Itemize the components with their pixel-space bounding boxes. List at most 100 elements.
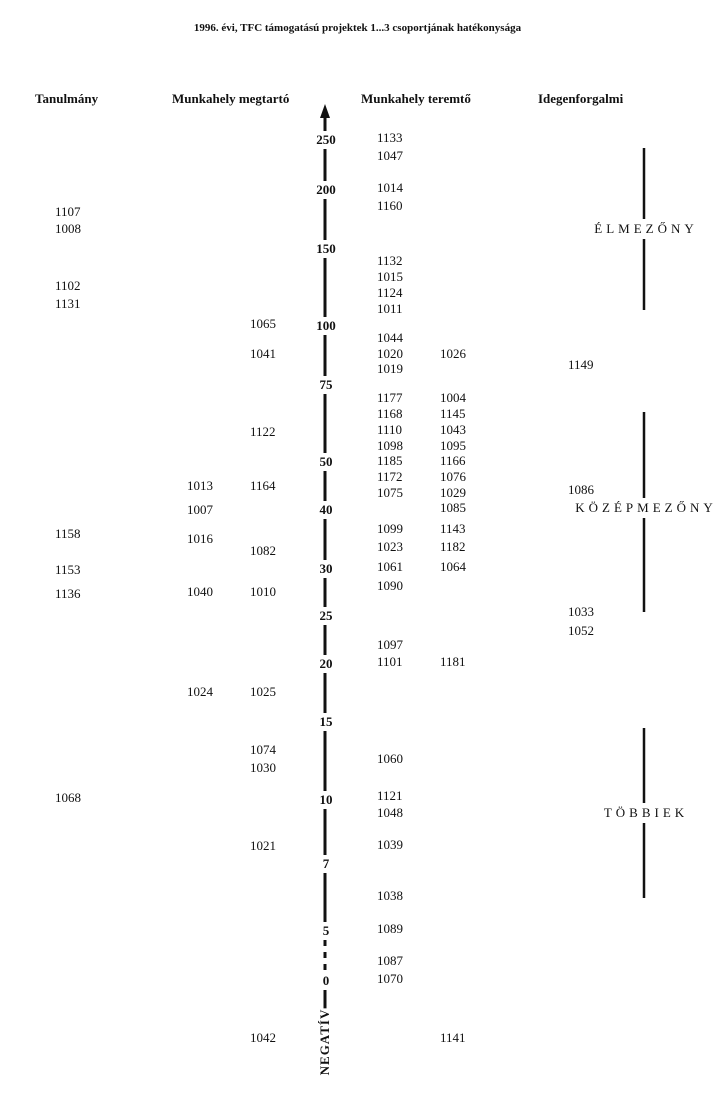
project-id: 1149	[568, 357, 594, 372]
project-id: 1040	[187, 584, 213, 599]
project-id: 1019	[377, 361, 403, 376]
scale-label: 50	[319, 453, 333, 471]
scale-label: 200	[316, 181, 336, 199]
column-heading: Munkahely megtartó	[172, 91, 290, 106]
project-id: 1099	[377, 521, 403, 536]
project-id: 1007	[187, 502, 213, 517]
project-id: 1166	[440, 453, 466, 468]
project-id: 1122	[250, 424, 276, 439]
project-id: 1068	[55, 790, 81, 805]
project-id: 1039	[377, 837, 403, 852]
project-id: 1052	[568, 623, 594, 638]
project-id: 1011	[377, 301, 403, 316]
project-id: 1044	[377, 330, 403, 345]
project-id: 1158	[55, 526, 81, 541]
project-id: 1136	[55, 586, 81, 601]
project-id: 1016	[187, 531, 213, 546]
project-id: 1095	[440, 438, 466, 453]
project-id: 1004	[440, 390, 466, 405]
project-id: 1064	[440, 559, 466, 574]
project-id: 1082	[250, 543, 276, 558]
scale-label: 20	[319, 655, 333, 673]
project-id: 1101	[377, 654, 403, 669]
scale-label: 150	[316, 240, 336, 258]
scale-label: 0	[322, 972, 330, 990]
project-id: 1131	[55, 296, 81, 311]
project-id: 1153	[55, 562, 81, 577]
project-id: 1085	[440, 500, 466, 515]
project-id: 1133	[377, 130, 403, 145]
project-id: 1023	[377, 539, 403, 554]
scale-label: 7	[322, 855, 330, 873]
scale-label: 40	[319, 501, 333, 519]
project-id: 1030	[250, 760, 276, 775]
project-id: 1065	[250, 316, 276, 331]
project-id: 1075	[377, 485, 403, 500]
column-heading: Tanulmány	[35, 91, 99, 106]
scale-label: 250	[316, 131, 336, 149]
project-id: 1124	[377, 285, 403, 300]
scale-label: 100	[316, 317, 336, 335]
project-id: 1043	[440, 422, 466, 437]
project-id: 1024	[187, 684, 213, 699]
project-id: 1020	[377, 346, 403, 361]
project-id: 1015	[377, 269, 403, 284]
project-id: 1042	[250, 1030, 276, 1045]
project-id: 1061	[377, 559, 403, 574]
project-id: 1029	[440, 485, 466, 500]
project-id: 1089	[377, 921, 403, 936]
project-id: 1107	[55, 204, 81, 219]
project-id: 1098	[377, 438, 403, 453]
project-id: 1121	[377, 788, 403, 803]
project-id: 1047	[377, 148, 403, 163]
project-id: 1177	[377, 390, 403, 405]
project-id: 1102	[55, 278, 81, 293]
project-id: 1021	[250, 838, 276, 853]
project-id: 1048	[377, 805, 403, 820]
project-id: 1172	[377, 469, 403, 484]
column-heading: Idegenforgalmi	[538, 91, 624, 106]
project-id: 1038	[377, 888, 403, 903]
project-id: 1025	[250, 684, 276, 699]
zone-label: KÖZÉPMEZŐNY	[575, 498, 715, 518]
project-id: 1074	[250, 742, 276, 757]
project-id: 1110	[377, 422, 403, 437]
project-id: 1060	[377, 751, 403, 766]
project-id: 1132	[377, 253, 403, 268]
project-id: 1013	[187, 478, 213, 493]
column-heading: Munkahely teremtő	[361, 91, 471, 106]
axis-arrow	[320, 104, 330, 118]
project-id: 1010	[250, 584, 276, 599]
project-id: 1070	[377, 971, 403, 986]
scale-label: 5	[322, 922, 330, 940]
project-id: 1143	[440, 521, 466, 536]
project-id: 1164	[250, 478, 276, 493]
project-id: 1041	[250, 346, 276, 361]
scale-label: 30	[319, 560, 333, 578]
project-id: 1076	[440, 469, 466, 484]
negative-label: NEGATÍV	[317, 1008, 332, 1076]
project-id: 1090	[377, 578, 403, 593]
scale-label: 25	[319, 607, 333, 625]
project-id: 1141	[440, 1030, 466, 1045]
project-id: 1087	[377, 953, 403, 968]
project-id: 1033	[568, 604, 594, 619]
zone-label: TÖBBIEK	[603, 803, 689, 823]
project-id: 1026	[440, 346, 466, 361]
scale-label: 10	[319, 791, 333, 809]
project-id: 1160	[377, 198, 403, 213]
title: 1996. évi, TFC támogatású projektek 1...…	[193, 22, 522, 34]
project-id: 1185	[377, 453, 403, 468]
project-id: 1008	[55, 221, 81, 236]
project-id: 1086	[568, 482, 594, 497]
project-id: 1014	[377, 180, 403, 195]
project-id: 1145	[440, 406, 466, 421]
project-id: 1168	[377, 406, 403, 421]
scale-label: 75	[319, 376, 333, 394]
zone-label: ÉLMEZŐNY	[594, 219, 698, 239]
project-id: 1182	[440, 539, 466, 554]
project-id: 1097	[377, 637, 403, 652]
scale-label: 15	[319, 713, 333, 731]
